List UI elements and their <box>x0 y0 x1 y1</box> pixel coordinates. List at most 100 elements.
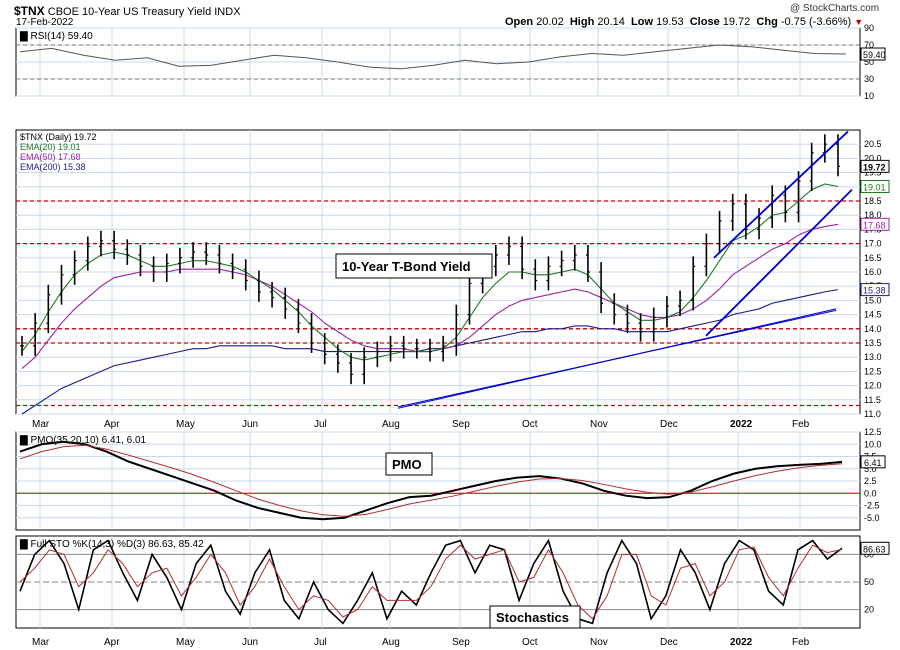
price-bar <box>678 290 683 317</box>
price-bar <box>349 352 354 385</box>
price-value-label: 19.72 <box>863 162 886 172</box>
price-tick-label: 11.5 <box>864 395 881 405</box>
chart-header: $TNX CBOE 10-Year US Treasury Yield INDX <box>14 4 241 18</box>
price-tick-label: 20.5 <box>864 139 882 149</box>
price-bar <box>704 233 709 277</box>
price-bar <box>743 193 748 240</box>
price-bar <box>533 259 538 291</box>
price-bar <box>191 242 196 268</box>
high-label: High <box>569 16 595 28</box>
price-legend-entry: EMA(20) 19.01 <box>20 142 81 152</box>
pmo-signal-line <box>19 444 843 517</box>
price-bar <box>401 335 406 359</box>
pmo-tick-label: 10.0 <box>864 439 882 449</box>
pmo-tick-label: -5.0 <box>864 513 880 523</box>
rsi-value-tag <box>860 47 886 61</box>
price-month-label: Apr <box>104 419 120 430</box>
price-bar <box>270 281 275 308</box>
rsi-tick-label: 50 <box>864 57 874 67</box>
ticker-symbol: $TNX <box>14 4 45 18</box>
price-bar <box>414 338 419 359</box>
price-bar <box>796 171 801 223</box>
price-bar <box>98 230 103 257</box>
sto-month-label: Apr <box>104 637 120 648</box>
sto-month-label: Oct <box>522 637 538 648</box>
price-tick-label: 16.5 <box>864 253 882 263</box>
price-bar <box>362 347 367 385</box>
sto-month-label: Mar <box>32 637 50 648</box>
sto-annotation-box <box>489 605 581 629</box>
sto-month-label: May <box>176 637 195 648</box>
price-bar <box>757 208 762 240</box>
sto-value-tag <box>860 541 890 555</box>
rsi-tick-label: 10 <box>864 91 874 101</box>
sto-tick-label: 50 <box>864 577 874 587</box>
price-legend-entry: EMA(50) 17.68 <box>20 152 81 162</box>
price-tick-label: 18.0 <box>864 210 882 220</box>
price-bar <box>546 256 551 291</box>
price-bar <box>730 193 735 231</box>
sto-month-label: Jun <box>242 637 258 648</box>
pmo-value-label: 6.41 <box>864 458 882 468</box>
price-tick-label: 14.5 <box>864 310 882 320</box>
price-month-label: Mar <box>32 419 50 430</box>
price-bar <box>20 335 24 356</box>
price-bar <box>59 264 64 305</box>
sto-k-line <box>19 538 843 625</box>
sto-d-line <box>19 544 843 620</box>
sto-month-label: Nov <box>590 637 608 648</box>
price-tick-label: 17.0 <box>864 239 882 249</box>
price-bar <box>296 298 301 334</box>
trendline <box>397 309 837 408</box>
price-month-label: Aug <box>382 419 400 430</box>
price-month-label: Sep <box>452 419 470 430</box>
price-bar <box>125 239 130 265</box>
chg-label: Chg <box>756 16 778 28</box>
price-month-label: Nov <box>590 419 608 430</box>
ohlc-readout: Open 20.02 High 20.14 Low 19.53 Close 19… <box>505 16 863 28</box>
price-value-label: 17.68 <box>863 220 886 230</box>
price-bar <box>335 344 340 373</box>
sto-annotation-text: Stochastics <box>496 610 569 625</box>
price-value-label: 15.38 <box>863 286 886 296</box>
pmo-legend: ▇ PMO(35,20,10) 6.41, 6.01 <box>19 435 147 446</box>
price-month-label: Oct <box>522 419 538 430</box>
pmo-tick-label: 2.5 <box>864 476 877 486</box>
price-month-label: May <box>176 419 195 430</box>
price-bar <box>717 210 722 254</box>
price-annotation-text: 10-Year T-Bond Yield <box>342 259 471 274</box>
price-bar <box>230 253 235 280</box>
sto-value-label: 86.63 <box>863 544 886 554</box>
price-bar <box>454 304 459 356</box>
price-bar <box>467 273 472 325</box>
ticker-description: CBOE 10-Year US Treasury Yield INDX <box>47 6 241 18</box>
price-tick-label: 13.5 <box>864 338 882 348</box>
price-annotation-box <box>335 253 493 279</box>
sto-month-label: Aug <box>382 637 400 648</box>
pmo-annotation-text: PMO <box>392 457 422 472</box>
price-bar <box>283 287 288 319</box>
down-triangle-icon: ▼ <box>854 17 864 27</box>
price-bar <box>72 250 77 285</box>
price-bar <box>388 335 393 362</box>
price-bar <box>506 236 511 265</box>
price-value-tag <box>860 217 890 231</box>
price-legend-entry: EMA(200) 15.38 <box>20 162 86 172</box>
chart-date: 17-Feb-2022 <box>16 17 74 28</box>
price-month-label: Jul <box>314 419 327 430</box>
price-bar <box>322 333 327 365</box>
price-tick-label: 14.0 <box>864 324 882 334</box>
price-month-label: Feb <box>792 419 810 430</box>
price-bar <box>138 245 143 277</box>
trendline <box>705 189 853 337</box>
rsi-tick-label: 70 <box>864 40 874 50</box>
pmo-tick-label: 12.5 <box>864 427 882 437</box>
sto-month-label: Sep <box>452 637 470 648</box>
price-bar <box>177 247 182 274</box>
price-month-label: Jun <box>242 419 258 430</box>
price-tick-label: 18.5 <box>864 196 882 206</box>
low-value: 19.53 <box>656 16 684 28</box>
high-value: 20.14 <box>597 16 625 28</box>
price-bar <box>375 341 380 368</box>
